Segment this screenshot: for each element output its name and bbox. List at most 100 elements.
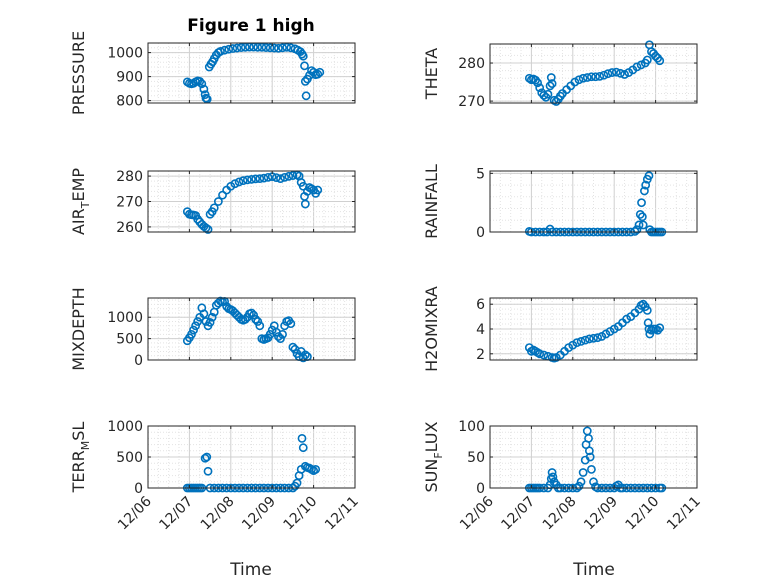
data-point <box>300 61 309 71</box>
data-point <box>574 481 584 491</box>
data-point <box>286 319 296 329</box>
data-point <box>632 225 642 235</box>
data-point <box>201 317 211 326</box>
data-point <box>216 47 225 56</box>
data-point <box>205 317 215 327</box>
data-point <box>589 333 598 343</box>
x-tick-label: 12/08 <box>540 494 580 534</box>
y-tick-label: 900 <box>116 70 143 86</box>
data-point <box>533 78 543 88</box>
axes-box <box>147 297 356 361</box>
y-tick-label: 4 <box>476 322 485 338</box>
data-point <box>301 91 311 101</box>
data-point <box>240 314 250 324</box>
data-point <box>634 220 644 230</box>
axes-box <box>489 170 698 233</box>
data-point <box>253 42 263 52</box>
data-point <box>298 51 308 61</box>
subplot-theta: 270 280 THETA <box>422 40 698 110</box>
data-point <box>309 67 318 77</box>
data-point <box>635 210 645 219</box>
data-point <box>197 79 207 89</box>
data-point <box>311 464 321 474</box>
data-point <box>313 69 323 79</box>
data-point <box>240 42 250 52</box>
data-point <box>276 174 285 184</box>
data-point <box>300 77 310 86</box>
data-point <box>315 67 325 77</box>
x-tick-label: 12/06 <box>457 493 497 533</box>
data-point <box>584 433 593 443</box>
data-point <box>632 62 642 72</box>
data-point <box>203 466 213 476</box>
data-point <box>253 317 263 326</box>
data-point <box>238 176 248 186</box>
x-tick-label: 12/07 <box>156 494 196 534</box>
data-point <box>228 44 238 53</box>
series-markers <box>524 40 665 106</box>
data-point <box>288 171 298 180</box>
axes-box <box>489 43 698 104</box>
data-point <box>209 203 219 213</box>
x-tick-label: 12/10 <box>623 494 663 534</box>
data-point <box>284 171 294 181</box>
grid <box>489 171 698 233</box>
data-point <box>300 199 310 209</box>
data-point <box>282 42 292 52</box>
data-point <box>611 67 621 77</box>
data-point <box>580 335 590 345</box>
data-point <box>637 198 646 208</box>
data-point <box>641 180 651 190</box>
data-point <box>276 334 285 344</box>
data-point <box>535 83 545 93</box>
y-tick-label: 260 <box>116 220 143 236</box>
data-point <box>642 55 652 65</box>
data-point <box>587 72 596 82</box>
data-point <box>642 305 652 315</box>
y-tick-label: 50 <box>467 450 485 466</box>
data-point <box>242 175 252 185</box>
data-point <box>576 477 586 487</box>
data-point <box>630 227 640 236</box>
data-point <box>587 464 596 474</box>
data-point <box>539 350 549 360</box>
y-tick-label: 500 <box>116 332 143 348</box>
data-point <box>259 173 269 183</box>
data-point <box>545 81 555 91</box>
data-point <box>572 338 582 348</box>
y-axis-label: AIRTEMP <box>69 168 92 235</box>
data-point <box>189 325 198 335</box>
data-point <box>616 68 625 78</box>
y-tick-label: 0 <box>134 481 143 497</box>
data-point <box>213 197 223 206</box>
data-point <box>278 43 287 53</box>
subplot-pressure: 800 900 1000 PRESSURE <box>69 31 356 115</box>
y-axis-label: THETA <box>422 48 441 100</box>
data-point <box>200 90 210 99</box>
data-point <box>265 43 275 53</box>
subplot-h2omixra: 2 4 6 H2OMIXRA <box>422 286 698 372</box>
data-point <box>191 321 201 331</box>
y-tick-label: 800 <box>116 94 143 110</box>
data-point <box>584 334 594 344</box>
data-point <box>278 329 287 339</box>
x-tick-label: 12/11 <box>322 494 362 534</box>
y-axis-label: SUNFLUX <box>422 421 445 492</box>
data-point <box>548 472 558 482</box>
subplot-sun-flux: 0 50 100 12/06 12/07 12/08 12/09 12/10 12/11 SUNF… <box>422 419 704 533</box>
data-point <box>193 317 203 326</box>
data-point <box>589 477 598 487</box>
data-point <box>636 60 646 70</box>
y-tick-label: 270 <box>458 94 485 110</box>
data-point <box>255 174 265 184</box>
y-tick-label: 1000 <box>107 46 143 62</box>
data-point <box>300 350 310 360</box>
data-point <box>546 73 556 82</box>
y-tick-label: 1000 <box>107 419 143 435</box>
data-point <box>203 225 213 234</box>
data-point <box>232 43 242 53</box>
y-tick-label: 100 <box>458 419 485 435</box>
x-tick-label: 12/08 <box>198 494 238 534</box>
y-tick-label: 280 <box>116 169 143 185</box>
